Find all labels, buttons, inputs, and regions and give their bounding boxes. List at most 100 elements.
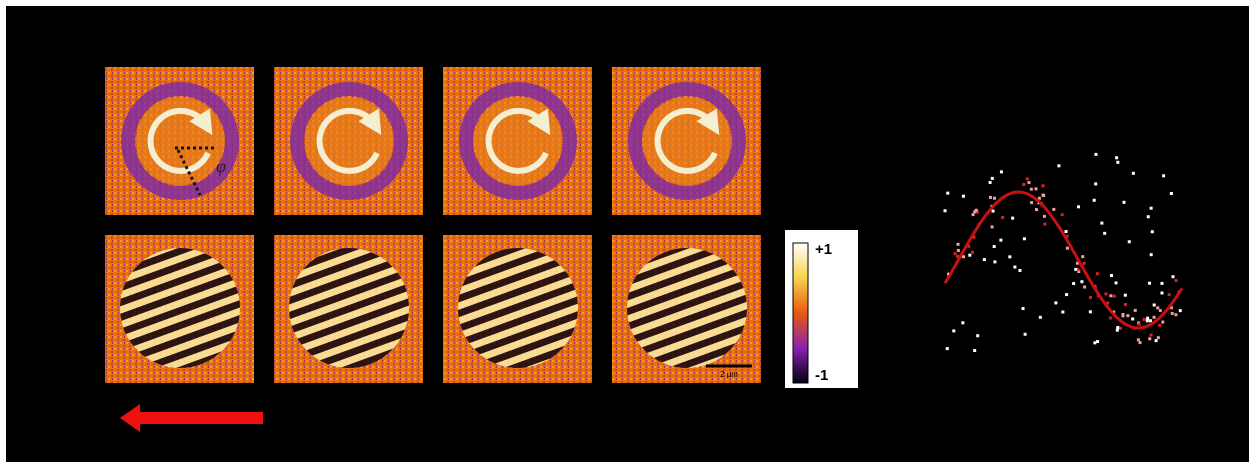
domain-disk bbox=[289, 248, 409, 368]
dot bbox=[1081, 255, 1084, 258]
dot bbox=[1080, 280, 1083, 283]
dot bbox=[1148, 337, 1151, 340]
dot bbox=[1156, 306, 1159, 309]
domain-disk bbox=[120, 248, 240, 368]
dot bbox=[1148, 282, 1151, 285]
dot bbox=[1122, 314, 1125, 317]
dot bbox=[1096, 340, 1099, 343]
dot bbox=[1013, 266, 1016, 269]
colorbar-bottom-label: -1 bbox=[815, 367, 828, 384]
dot bbox=[1160, 282, 1163, 285]
dot bbox=[1074, 268, 1077, 271]
dot bbox=[1093, 341, 1096, 344]
dot bbox=[1030, 188, 1033, 191]
dot bbox=[1094, 153, 1097, 156]
dot bbox=[1126, 314, 1129, 317]
dot bbox=[1072, 282, 1075, 285]
dot bbox=[1022, 307, 1025, 310]
dot bbox=[1115, 156, 1118, 159]
dot bbox=[1124, 303, 1127, 306]
dot bbox=[1155, 339, 1158, 342]
dot bbox=[1001, 216, 1004, 219]
dot bbox=[1158, 324, 1161, 327]
dot bbox=[1149, 319, 1152, 322]
dot bbox=[973, 349, 976, 352]
dot bbox=[993, 245, 996, 248]
dot bbox=[1018, 269, 1021, 272]
dot bbox=[1066, 247, 1069, 250]
dot bbox=[1043, 215, 1046, 218]
dot bbox=[944, 209, 947, 212]
dot bbox=[1119, 327, 1122, 330]
dot bbox=[968, 254, 971, 257]
dot bbox=[957, 249, 960, 252]
dot bbox=[1128, 240, 1131, 243]
colorbar bbox=[793, 243, 808, 383]
dot bbox=[1100, 222, 1103, 225]
dot bbox=[1151, 230, 1154, 233]
colorbar-top-label: +1 bbox=[815, 241, 832, 258]
dot bbox=[992, 210, 995, 213]
dot bbox=[999, 239, 1002, 242]
dot bbox=[1162, 174, 1165, 177]
dot bbox=[1171, 312, 1174, 315]
dot bbox=[1134, 309, 1137, 312]
dot bbox=[972, 213, 975, 216]
scale-bar-label: 2 µm bbox=[720, 370, 738, 379]
dot bbox=[1143, 318, 1146, 321]
dot bbox=[1057, 164, 1060, 167]
dot bbox=[1137, 338, 1140, 341]
dot bbox=[1179, 309, 1182, 312]
dot bbox=[1061, 213, 1064, 216]
dot bbox=[1150, 207, 1153, 210]
dot bbox=[1026, 177, 1029, 180]
dot bbox=[1041, 194, 1044, 197]
dot bbox=[1174, 313, 1177, 316]
dot bbox=[1089, 310, 1092, 313]
dot bbox=[989, 196, 992, 199]
dot bbox=[1138, 323, 1141, 326]
dot bbox=[1043, 223, 1046, 226]
dot bbox=[1008, 255, 1011, 258]
dot bbox=[1147, 215, 1150, 218]
dot bbox=[1077, 205, 1080, 208]
dot bbox=[961, 321, 964, 324]
dot bbox=[957, 243, 960, 246]
dot bbox=[1089, 296, 1092, 299]
dot bbox=[1000, 170, 1003, 173]
dot bbox=[1054, 301, 1057, 304]
dot bbox=[1105, 292, 1108, 295]
dot bbox=[1103, 232, 1106, 235]
dot bbox=[976, 334, 979, 337]
dot bbox=[991, 225, 994, 228]
dot bbox=[1146, 317, 1149, 320]
dot bbox=[1131, 317, 1134, 320]
dot bbox=[1168, 293, 1171, 296]
dot bbox=[1061, 310, 1064, 313]
angle-label: φ bbox=[216, 156, 226, 176]
dot bbox=[1027, 181, 1030, 184]
dot bbox=[991, 177, 994, 180]
dot bbox=[1146, 319, 1149, 322]
dot bbox=[1096, 272, 1099, 275]
dot bbox=[1150, 253, 1153, 256]
dot bbox=[1116, 329, 1119, 332]
dot bbox=[954, 252, 957, 255]
dot bbox=[1035, 208, 1038, 211]
dot bbox=[1011, 217, 1014, 220]
dot bbox=[1123, 201, 1126, 204]
dot bbox=[971, 251, 974, 254]
dot bbox=[1157, 336, 1160, 339]
dot bbox=[1115, 281, 1118, 284]
dot bbox=[1039, 316, 1042, 319]
dot bbox=[1153, 303, 1156, 306]
dot bbox=[1065, 293, 1068, 296]
dot bbox=[1065, 230, 1068, 233]
dot bbox=[962, 195, 965, 198]
dot bbox=[993, 260, 996, 263]
dot bbox=[1034, 187, 1037, 190]
dot bbox=[946, 347, 949, 350]
dot bbox=[1110, 274, 1113, 277]
dot bbox=[1094, 182, 1097, 185]
dot bbox=[1052, 208, 1055, 211]
